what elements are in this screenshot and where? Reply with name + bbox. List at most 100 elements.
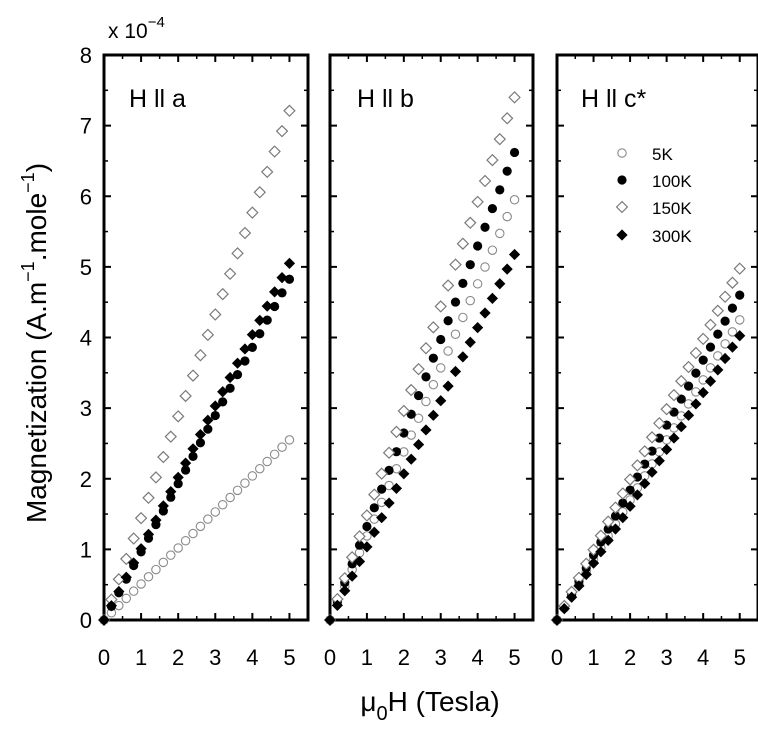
point-150k-hllb (375, 467, 388, 480)
point-150k-hllc* (645, 431, 659, 444)
point-150k-hlla (216, 287, 229, 301)
point-150k-hlla (260, 165, 274, 179)
point-150k-hllb (471, 195, 484, 209)
y-tick-label: 3 (80, 396, 92, 421)
legend-label-300k: 300K (652, 227, 692, 246)
point-300k-hllc* (646, 466, 658, 478)
point-300k-hllb (331, 599, 343, 611)
x-tick-label: 3 (661, 645, 673, 670)
legend-label-150k: 150K (652, 199, 692, 218)
point-300k-hllc* (712, 364, 724, 376)
point-300k-hllb (361, 541, 373, 553)
point-5k-hlla (247, 471, 258, 481)
point-100k-hllb (377, 484, 387, 494)
point-100k-hlla (210, 410, 220, 421)
point-300k-hllc* (697, 386, 709, 399)
point-150k-hllb (456, 237, 470, 250)
point-100k-hllb (354, 540, 365, 550)
point-5k-hlla (166, 550, 176, 560)
point-100k-hlla (181, 465, 191, 475)
data-marks (97, 91, 746, 627)
point-300k-hllc* (639, 477, 651, 490)
point-300k-hllb (508, 248, 521, 261)
point-5k-hllb (487, 245, 498, 255)
point-150k-hllc* (704, 318, 717, 332)
point-100k-hllb (509, 147, 520, 158)
x-tick-label: 5 (283, 645, 295, 670)
point-300k-hllc* (602, 534, 614, 547)
y-axis-title-main: Magnetization (A.m (21, 282, 52, 523)
point-100k-hllc* (735, 290, 745, 300)
point-150k-hllc* (616, 487, 630, 500)
point-5k-hlla (217, 499, 228, 510)
legend: 5K 100K 150K 300K (615, 145, 692, 246)
y-tick-label: 7 (80, 114, 92, 139)
point-300k-hlla (142, 528, 155, 541)
point-300k-hllb (376, 512, 388, 524)
point-150k-hlla (194, 348, 207, 362)
point-5k-hlla (203, 514, 213, 524)
legend-marker-300k (616, 229, 628, 241)
point-100k-hllc* (698, 355, 708, 365)
point-150k-hllb (427, 321, 440, 334)
point-5k-hlla (232, 485, 243, 496)
x-tick-label: 1 (587, 645, 599, 670)
point-150k-hllc* (718, 290, 732, 303)
point-5k-hllb (472, 279, 483, 289)
point-150k-hllc* (631, 459, 644, 472)
point-150k-hllb (486, 153, 499, 167)
point-150k-hlla (275, 124, 289, 138)
point-100k-hlla (173, 479, 183, 489)
point-5k-hlla (173, 543, 183, 553)
point-150k-hlla (179, 389, 192, 403)
point-300k-hlla (283, 257, 296, 269)
x-tick-label: 2 (624, 645, 636, 670)
point-5k-hllb (413, 413, 424, 424)
point-100k-hlla (166, 492, 176, 502)
y-tick-label: 6 (80, 184, 92, 209)
point-300k-hlla (98, 614, 110, 626)
point-100k-hlla (195, 438, 206, 448)
point-100k-hllc* (603, 524, 613, 534)
point-300k-hllb (479, 307, 491, 319)
point-150k-hllb (508, 91, 521, 104)
point-150k-hllb (390, 425, 403, 439)
point-5k-hllc* (734, 315, 745, 325)
point-5k-hllb (458, 312, 468, 323)
point-300k-hlla (157, 500, 169, 512)
point-300k-hllc* (595, 546, 607, 558)
point-150k-hllc* (675, 374, 688, 388)
point-300k-hllb (405, 453, 417, 465)
x-tick-label: 0 (551, 645, 563, 670)
point-150k-hllc* (711, 304, 725, 318)
point-300k-hlla (120, 571, 132, 583)
point-100k-hlla (255, 329, 265, 339)
point-300k-hllc* (734, 330, 746, 342)
legend-item-150k: 150K (615, 199, 692, 218)
point-300k-hllc* (704, 375, 717, 387)
point-5k-hlla (143, 572, 154, 582)
point-300k-hllb (353, 555, 366, 568)
point-150k-hllb (397, 404, 411, 418)
point-100k-hllb (428, 353, 438, 363)
x-tick-label: 5 (508, 645, 520, 670)
y-axis-title: Magnetization (A.m−1.mole−1) (18, 163, 52, 523)
point-5k-hllb (428, 379, 439, 390)
point-300k-hlla (239, 343, 251, 355)
point-300k-hllc* (675, 421, 687, 433)
axis-ticks (103, 54, 758, 621)
x-tick-label: 5 (734, 645, 746, 670)
point-150k-hllc* (601, 515, 615, 528)
y-axis-title-sup1: −1 (18, 261, 38, 282)
point-300k-hllc* (661, 443, 673, 456)
point-300k-hllc* (726, 341, 739, 353)
y-axis-title-end: ) (21, 163, 52, 172)
point-100k-hllb (465, 260, 475, 270)
point-100k-hllc* (618, 498, 628, 508)
point-300k-hlla (172, 471, 184, 483)
point-150k-hlla (209, 308, 222, 321)
point-300k-hllb (368, 526, 380, 538)
point-300k-hlla (209, 400, 221, 412)
x-tick-label: 3 (435, 645, 447, 670)
